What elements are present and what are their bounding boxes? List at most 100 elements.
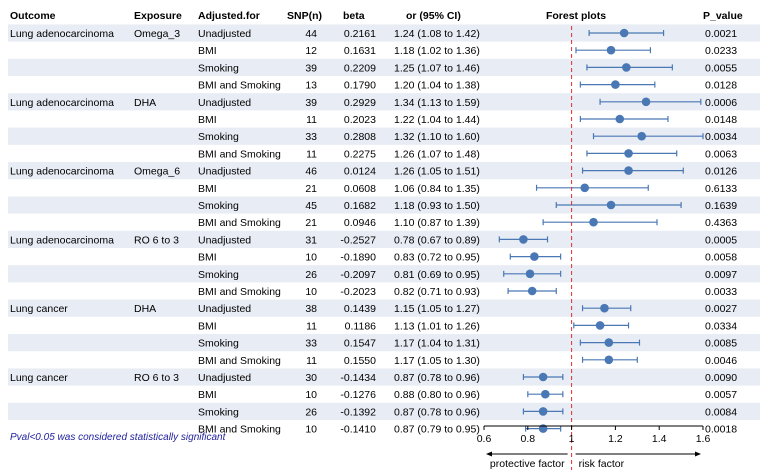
cell-snp: 10 [305,252,317,264]
cell-snp: 26 [305,269,317,281]
cell-p-value: 0.0090 [705,372,737,384]
cell-beta: 0.2209 [344,62,376,74]
or-point [541,389,550,399]
cell-or-ci: 0.83 (0.72 to 0.95) [394,252,480,264]
cell-p-value: 0.0233 [705,45,737,57]
cell-beta: -0.1434 [340,372,376,384]
cell-p-value: 0.0085 [705,338,737,350]
cell-beta: 0.1186 [345,320,376,332]
header-beta: beta [343,10,365,22]
header-outcome: Outcome [10,10,56,22]
cell-or-ci: 1.26 (1.07 to 1.48) [394,148,480,160]
cell-snp: 45 [305,200,317,212]
header-adjusted-for: Adjusted.for [198,10,260,22]
cell-p-value: 0.0034 [705,131,737,143]
cell-beta: 0.0124 [344,166,376,178]
cell-or-ci: 0.87 (0.78 to 0.96) [394,372,480,384]
row-stripe [8,334,760,352]
cell-beta: -0.1276 [340,389,376,401]
cell-beta: 0.1547 [344,338,376,350]
or-point [530,252,539,261]
cell-beta: 0.1550 [344,355,376,367]
header-or: or (95% CI) [406,10,461,22]
cell-beta: 0.2929 [344,97,376,109]
table-body: Lung adenocarcinoma Omega_3 Unadjusted 44 0.… [10,28,737,436]
or-point [611,80,620,89]
cell-adjusted-for: Smoking [198,338,239,350]
row-stripe [8,402,760,420]
cell-snp: 10 [305,424,317,436]
cell-p-value: 0.1639 [705,200,737,212]
cell-exposure: DHA [134,303,156,315]
or-point [589,217,598,227]
cell-exposure: Omega_6 [134,166,180,178]
cell-snp: 33 [305,338,317,350]
cell-p-value: 0.0097 [705,269,737,281]
or-point [538,407,548,416]
cell-p-value: 0.0128 [705,80,737,92]
x-tick-label: 1.4 [652,433,667,445]
arrow-left-icon [486,451,492,457]
cell-adjusted-for: BMI [198,183,217,195]
cell-beta: 0.1790 [344,80,376,92]
or-point [606,200,616,210]
cell-p-value: 0.0126 [705,166,737,178]
cell-snp: 10 [305,389,317,401]
cell-snp: 13 [305,80,317,92]
cell-or-ci: 1.34 (1.13 to 1.59) [394,97,480,109]
cell-beta: -0.1392 [340,406,376,418]
cell-p-value: 0.0057 [705,389,737,401]
row-stripe [8,230,760,248]
cell-beta: 0.2275 [344,148,376,160]
protective-factor-label: protective factor [490,458,565,470]
cell-or-ci: 1.26 (1.05 to 1.51) [394,166,480,178]
cell-or-ci: 0.88 (0.80 to 0.96) [394,389,480,401]
cell-beta: 0.2023 [344,114,376,126]
cell-snp: 39 [305,62,317,74]
cell-adjusted-for: Smoking [198,200,239,212]
cell-beta: -0.2023 [340,286,376,298]
cell-or-ci: 1.17 (1.05 to 1.30) [394,355,480,367]
x-tick-label: 1.6 [696,433,711,445]
cell-or-ci: 1.20 (1.04 to 1.38) [394,80,480,92]
x-tick-label: 0.8 [520,433,535,445]
cell-adjusted-for: Smoking [198,269,239,281]
cell-outcome: Lung adenocarcinoma [10,166,114,178]
cell-p-value: 0.6133 [705,183,737,195]
cell-adjusted-for: Unadjusted [198,234,251,246]
cell-p-value: 0.0058 [705,252,737,264]
cell-p-value: 0.0334 [705,320,737,332]
cell-p-value: 0.0148 [705,114,737,126]
or-point [624,166,633,175]
or-point [604,338,614,347]
cell-p-value: 0.0033 [705,286,737,298]
cell-or-ci: 1.13 (1.01 to 1.26) [394,320,480,332]
cell-adjusted-for: Unadjusted [198,372,251,384]
cell-adjusted-for: BMI [198,252,217,264]
header-p-value: P_value [703,10,743,22]
cell-snp: 21 [305,183,317,195]
cell-snp: 30 [305,372,317,384]
cell-snp: 46 [305,166,317,178]
header-exposure: Exposure [134,10,182,22]
header-forest-plots: Forest plots [546,10,606,22]
cell-or-ci: 1.10 (0.87 to 1.39) [394,217,480,229]
cell-p-value: 0.0018 [705,424,737,436]
cell-adjusted-for: BMI [198,114,217,126]
cell-snp: 11 [306,148,317,160]
cell-or-ci: 0.87 (0.78 to 0.96) [394,406,480,418]
cell-adjusted-for: BMI [198,389,217,401]
cell-adjusted-for: BMI and Smoking [198,80,281,92]
cell-adjusted-for: Smoking [198,131,239,143]
or-point [624,149,633,158]
cell-adjusted-for: Unadjusted [198,28,251,40]
row-stripe [8,368,760,386]
cell-or-ci: 1.25 (1.07 to 1.46) [394,62,480,74]
cell-outcome: Lung cancer [10,303,68,315]
cell-beta: -0.1890 [340,252,376,264]
cell-snp: 12 [305,45,317,57]
footnote: Pval<0.05 was considered statistically s… [10,432,227,443]
cell-p-value: 0.0027 [705,303,737,315]
cell-snp: 33 [305,131,317,143]
